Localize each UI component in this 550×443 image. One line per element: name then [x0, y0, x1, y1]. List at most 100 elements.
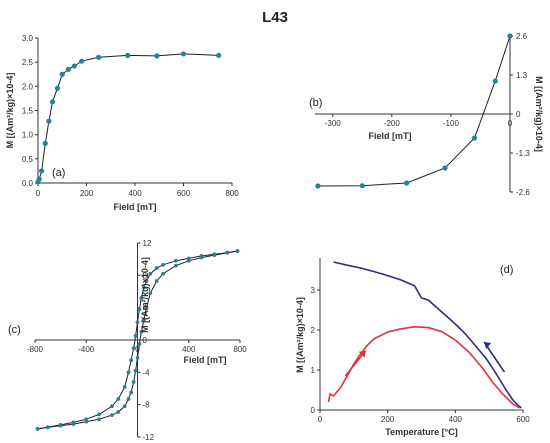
- x-tick-label-a: 800: [225, 189, 239, 198]
- data-point-c: [45, 425, 50, 430]
- arrow-cooling-head: [358, 350, 366, 358]
- y-axis-label-d: M [(Am²/kg)×10-4]: [295, 297, 305, 373]
- data-point-a: [125, 52, 131, 59]
- x-tick-label-b: -100: [443, 119, 460, 128]
- x-axis-label-c: Field [mT]: [184, 355, 227, 365]
- data-point-c: [71, 422, 76, 426]
- x-tick-label-a: 400: [128, 189, 142, 198]
- data-point-c: [135, 355, 140, 360]
- data-point-a: [42, 140, 48, 146]
- data-point-c: [174, 263, 178, 268]
- data-point-c: [109, 413, 114, 418]
- data-point-c: [139, 330, 144, 334]
- x-tick-label-b: -300: [325, 119, 342, 128]
- y-tick-label-a: 0.5: [22, 155, 34, 164]
- arrow-heating-head: [484, 342, 492, 349]
- data-point-a: [49, 99, 56, 105]
- x-tick-label-b: -200: [384, 119, 401, 128]
- data-point-c: [212, 253, 217, 258]
- y-axis-label-c: M [(Am²/kg)×10-4]: [140, 257, 150, 333]
- data-point-a: [216, 52, 222, 59]
- x-tick-label-c: 400: [182, 345, 196, 354]
- data-point-c: [116, 410, 121, 414]
- data-point-c: [142, 285, 146, 290]
- data-point-c: [137, 307, 142, 312]
- x-tick-label-a: 200: [80, 189, 94, 198]
- x-tick-label-a: 0: [36, 189, 41, 198]
- figure-title: L43: [262, 9, 288, 26]
- data-point-b: [507, 33, 513, 39]
- data-point-b: [403, 180, 410, 186]
- y-tick-label-d: 1: [311, 366, 316, 375]
- data-point-c: [133, 368, 138, 373]
- data-point-c: [161, 271, 166, 276]
- x-tick-label-a: 600: [177, 189, 191, 198]
- data-point-c: [139, 296, 144, 300]
- panel-d: 0 200 400 600 0 1 2 3 Temperature [°C] M [(Am²/kg…: [295, 258, 530, 437]
- panel-label-c: (c): [8, 324, 21, 336]
- y-tick-label-b: 2.6: [516, 32, 528, 41]
- x-tick-label-d: 400: [449, 415, 463, 424]
- y-tick-label-d: 2: [311, 326, 316, 335]
- data-point-c: [131, 346, 136, 350]
- data-point-b: [492, 78, 498, 84]
- y-tick-label-c: -4: [143, 368, 151, 377]
- y-axis-label-b: M [(Am²/kg)×10-4]: [534, 76, 544, 152]
- y-tick-label-a: 1.5: [22, 107, 34, 116]
- panel-b: -300 -200 -100 0 -2.6 -1.3 0 1.3 2.6 Field [mT] M …: [309, 32, 544, 197]
- data-point-c: [174, 258, 178, 263]
- data-point-a: [65, 66, 71, 73]
- y-tick-label-d: 0: [311, 406, 316, 415]
- data-point-a: [154, 53, 160, 59]
- x-axis-label-a: Field [mT]: [114, 202, 157, 212]
- data-point-c: [97, 412, 101, 417]
- data-point-c: [142, 317, 146, 322]
- y-tick-label-d: 3: [311, 286, 316, 295]
- data-point-c: [35, 427, 40, 431]
- y-tick-label-a: 3.0: [22, 34, 34, 43]
- y-tick-label-b: 1.3: [516, 71, 528, 80]
- y-tick-label-c: -8: [143, 401, 151, 410]
- y-tick-label-a: 2.5: [22, 58, 34, 67]
- y-tick-label-a: 1.0: [22, 131, 34, 140]
- data-point-c: [131, 380, 136, 384]
- x-tick-label-d: 200: [381, 415, 395, 424]
- data-point-a: [59, 71, 65, 77]
- data-point-c: [84, 419, 89, 424]
- panel-a: 0 200 400 600 800 0.0 0.5 1.0 1.5 2.0 2.5 3.0 Field …: [5, 34, 239, 212]
- series-line-d-1: [327, 325, 521, 409]
- x-tick-label-c: 0: [135, 345, 140, 354]
- data-point-b: [359, 183, 365, 189]
- x-tick-label-c: -400: [78, 345, 95, 354]
- data-point-c: [122, 404, 127, 409]
- data-point-b: [442, 165, 448, 171]
- y-tick-label-c: -12: [143, 433, 155, 442]
- data-point-c: [154, 279, 159, 283]
- x-tick-label-d: 600: [516, 415, 530, 424]
- data-point-c: [129, 390, 133, 395]
- data-point-c: [133, 334, 138, 338]
- y-tick-label-b: -2.6: [516, 188, 530, 197]
- panel-label-b: (b): [309, 97, 322, 109]
- data-point-a: [79, 58, 85, 64]
- data-point-c: [137, 342, 142, 346]
- data-point-c: [109, 404, 114, 409]
- data-point-a: [180, 51, 187, 57]
- series-line-a: [37, 53, 219, 183]
- data-point-c: [235, 249, 240, 253]
- data-point-c: [58, 423, 63, 428]
- x-tick-label-c: 800: [233, 345, 247, 354]
- data-point-c: [148, 291, 153, 296]
- x-tick-label-b: 0: [508, 119, 513, 128]
- data-point-c: [161, 262, 166, 267]
- y-tick-label-b: -1.3: [516, 149, 530, 158]
- x-tick-label-c: -800: [27, 345, 44, 354]
- data-point-c: [97, 417, 101, 422]
- panel-label-d: (d): [500, 264, 513, 276]
- y-tick-label-a: 2.0: [22, 82, 34, 91]
- x-axis-label-d: Temperature [°C]: [385, 427, 457, 437]
- data-point-c: [225, 250, 230, 255]
- y-tick-label-b: 0: [516, 110, 521, 119]
